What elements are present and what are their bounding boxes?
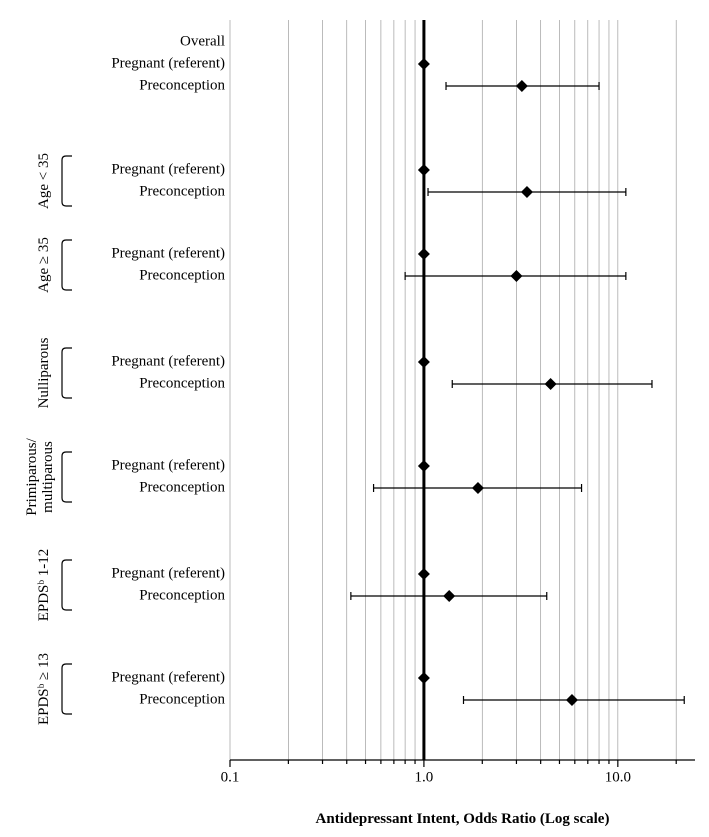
row-label: Preconception: [139, 375, 225, 391]
x-tick-label: 10.0: [605, 770, 631, 786]
x-tick-label: 1.0: [415, 770, 434, 786]
row-label: Pregnant (referent): [111, 161, 225, 177]
row-label: Preconception: [139, 267, 225, 283]
group-label: EPDSᵇ ≥ 13: [36, 653, 52, 725]
forest-plot-svg: 0.1 1.0 10.0 Antidepressant Intent, Odds Ra…: [0, 0, 709, 837]
row-label: Preconception: [139, 691, 225, 707]
group-label: Primiparous/multiparous: [24, 437, 56, 515]
row-label: Preconception: [139, 479, 225, 495]
group-label: EPDSᵇ 1-12: [36, 549, 52, 622]
x-axis-title: Antidepressant Intent, Odds Ratio (Log s…: [316, 811, 610, 827]
row-label: Pregnant (referent): [111, 353, 225, 369]
group-label: Nulliparous: [36, 337, 52, 408]
chart-background: [0, 0, 709, 837]
row-label: Pregnant (referent): [111, 565, 225, 581]
row-label: Pregnant (referent): [111, 245, 225, 261]
row-label: Pregnant (referent): [111, 669, 225, 685]
row-label: Preconception: [139, 77, 225, 93]
row-label: Pregnant (referent): [111, 55, 225, 71]
row-label: Preconception: [139, 183, 225, 199]
group-label: Age < 35: [36, 153, 52, 209]
x-tick-label: 0.1: [221, 770, 240, 786]
forest-plot: 0.1 1.0 10.0 Antidepressant Intent, Odds Ra…: [0, 0, 709, 837]
row-label: Preconception: [139, 587, 225, 603]
row-label: Pregnant (referent): [111, 457, 225, 473]
group-label: Age ≥ 35: [36, 237, 52, 293]
row-label: Overall: [180, 33, 225, 49]
